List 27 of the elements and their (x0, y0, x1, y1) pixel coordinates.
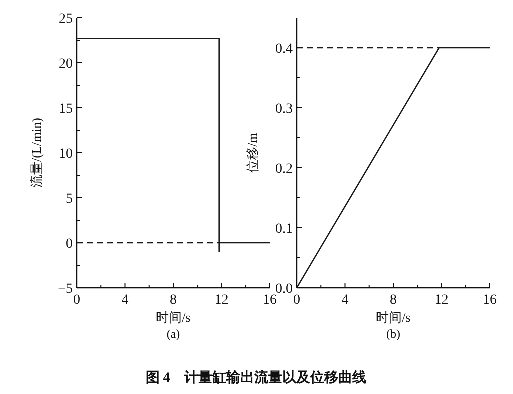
x-tick-label: 8 (390, 293, 397, 308)
y-tick-label: 0.1 (276, 222, 293, 237)
x-tick-label: 8 (170, 293, 177, 308)
y-tick-label: −5 (58, 282, 73, 297)
x-axis-title: 时间/s (156, 310, 191, 325)
y-tick-label: 20 (59, 57, 73, 72)
y-axis-title: 位移/m (245, 133, 260, 173)
text: (a) (166, 327, 180, 341)
y-tick-label: 0.3 (276, 102, 293, 117)
x-tick-label: 16 (483, 293, 497, 308)
text: (b) (386, 327, 400, 341)
y-tick-label: 0.0 (276, 282, 293, 297)
x-tick-label: 4 (342, 293, 349, 308)
x-axis-title: 时间/s (376, 310, 411, 325)
y-tick-label: 0.2 (276, 162, 293, 177)
y-tick-label: 0.4 (276, 42, 293, 57)
y-tick-label: 0 (66, 237, 73, 252)
x-tick-label: 4 (122, 293, 129, 308)
y-tick-label: 15 (59, 102, 73, 117)
caption: 图 4 计量缸输出流量以及位移曲线 (146, 369, 366, 386)
y-tick-label: 5 (66, 192, 73, 207)
x-tick-label: 12 (434, 293, 449, 308)
x-tick-label: 16 (263, 293, 277, 308)
y-tick-label: 10 (59, 147, 73, 162)
y-tick-label: 25 (59, 12, 73, 27)
y-axis-title: 流量/(L/min) (29, 118, 44, 188)
x-tick-label: 12 (214, 293, 229, 308)
